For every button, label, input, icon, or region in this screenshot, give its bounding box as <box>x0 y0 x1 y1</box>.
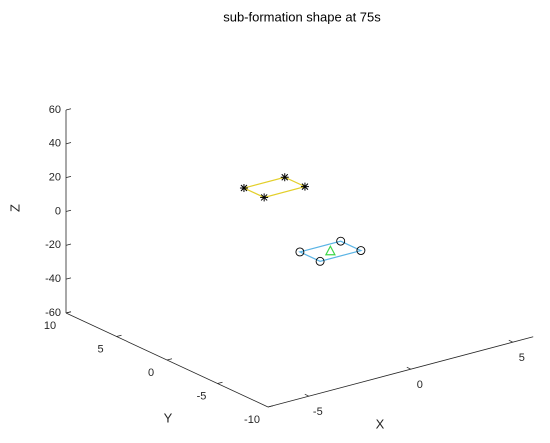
star-stroke <box>301 183 309 190</box>
y-tick-label: 5 <box>97 343 103 355</box>
z-tick <box>65 142 72 145</box>
star-marker <box>280 173 289 182</box>
y-tick-label: 10 <box>44 320 56 332</box>
circle-marker <box>336 236 346 246</box>
chart-title: sub-formation shape at 75s <box>223 9 381 24</box>
y-tick <box>217 381 223 384</box>
z-tick-label: -60 <box>45 307 61 319</box>
x-tick-label: 5 <box>519 352 525 364</box>
z-tick-label: -20 <box>45 239 61 251</box>
y-tick <box>65 311 72 314</box>
x-tick-label: -5 <box>313 406 323 418</box>
circle-marker <box>295 247 305 257</box>
z-axis-label: Z <box>7 204 22 212</box>
y-tick <box>116 334 122 337</box>
x-tick <box>508 339 513 343</box>
star-marker <box>260 193 269 202</box>
z-tick-label: -40 <box>45 273 61 285</box>
y-tick <box>267 405 274 408</box>
series-outline <box>242 176 307 199</box>
x-axis <box>267 336 534 408</box>
x-tick-label: 0 <box>417 379 423 391</box>
x-tick <box>406 366 411 370</box>
z-tick <box>65 277 72 280</box>
star-stroke <box>240 184 248 192</box>
y-tick-label: 0 <box>148 367 154 379</box>
star-stroke <box>260 194 268 201</box>
z-tick <box>65 209 72 212</box>
y-axis-label: Y <box>164 410 173 425</box>
z-tick-label: 40 <box>49 138 61 150</box>
circle-marker <box>356 246 366 256</box>
z-tick <box>65 175 72 179</box>
series-outline <box>298 240 363 262</box>
x-tick <box>304 393 309 397</box>
z-tick-label: 20 <box>49 172 61 184</box>
circle-marker <box>315 256 325 266</box>
y-tick-label: -5 <box>197 390 207 402</box>
x-axis-label: X <box>376 416 385 431</box>
z-tick-label: 0 <box>55 205 61 217</box>
triangle-marker <box>324 244 336 256</box>
z-tick <box>65 108 72 111</box>
star-marker <box>239 184 248 193</box>
z-tick <box>65 243 72 246</box>
star-marker <box>300 182 309 191</box>
z-tick-label: 60 <box>49 104 61 116</box>
y-tick-label: -10 <box>244 414 260 426</box>
y-tick <box>166 358 173 361</box>
star-stroke <box>281 173 289 181</box>
